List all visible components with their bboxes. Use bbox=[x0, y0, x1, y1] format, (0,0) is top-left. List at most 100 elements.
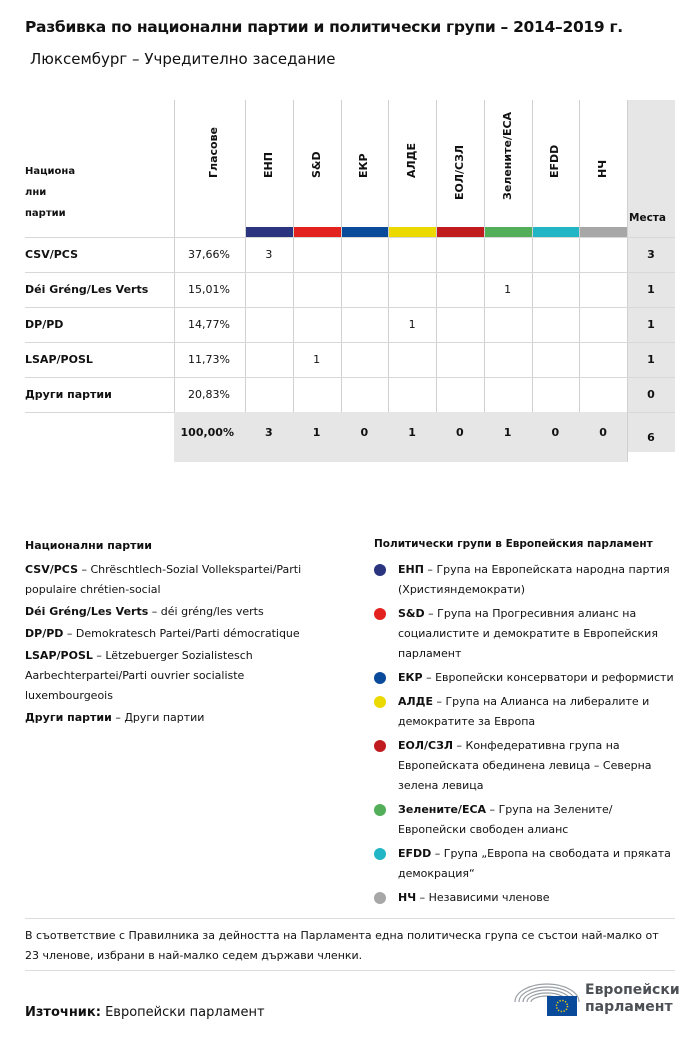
group-desc: Независими членове bbox=[428, 891, 550, 904]
group-header: ЕКР bbox=[357, 153, 371, 178]
party-desc: Chrëschtlech-Sozial Vollekspartei/Parti … bbox=[25, 563, 302, 596]
separator: – bbox=[416, 891, 429, 904]
column-divider bbox=[627, 100, 628, 462]
seat-count bbox=[341, 342, 389, 377]
source-line: Източник: Европейски парламент bbox=[25, 1005, 265, 1020]
separator: – bbox=[148, 605, 161, 618]
logo-line2: парламент bbox=[585, 999, 673, 1015]
party-legend-item: CSV/PCS – Chrëschtlech-Sozial Vollekspar… bbox=[25, 560, 325, 600]
group-abbr: Зелените/ЕСА bbox=[398, 803, 487, 816]
total-group-seats: 0 bbox=[456, 425, 464, 439]
group-abbr: ЕОЛ/СЗЛ bbox=[398, 739, 454, 752]
column-divider bbox=[174, 100, 175, 462]
group-legend-item: ЕНП – Група на Европейската народна парт… bbox=[374, 560, 674, 600]
seat-count bbox=[532, 272, 580, 307]
party-name: CSV/PCS bbox=[25, 248, 78, 261]
group-abbr: S&D bbox=[398, 607, 425, 620]
seats-total: 3 bbox=[647, 248, 655, 261]
group-legend-item: ЕКР – Европейски консерватори и реформис… bbox=[374, 668, 674, 688]
seat-count bbox=[579, 272, 627, 307]
party-abbr: DP/PD bbox=[25, 627, 64, 640]
seat-count bbox=[436, 307, 484, 342]
seat-count bbox=[293, 377, 341, 412]
seat-count: 3 bbox=[265, 248, 273, 261]
seat-count bbox=[436, 377, 484, 412]
parties-legend: CSV/PCS – Chrëschtlech-Sozial Vollekspar… bbox=[25, 560, 325, 730]
party-header: лни bbox=[25, 187, 47, 198]
separator: – bbox=[78, 563, 91, 576]
parliament-hemicycle-icon bbox=[514, 983, 580, 1016]
group-color-dot bbox=[374, 608, 386, 620]
group-color-dot bbox=[374, 892, 386, 904]
logo-line1: Европейски bbox=[585, 982, 680, 998]
seat-count bbox=[579, 237, 627, 272]
party-abbr: Déi Gréng/Les Verts bbox=[25, 605, 149, 618]
votes-value: 15,01% bbox=[188, 283, 230, 296]
group-color-bar bbox=[292, 227, 341, 237]
group-color-bar bbox=[531, 227, 580, 237]
separator: – bbox=[422, 671, 436, 684]
group-legend-item: ЕОЛ/СЗЛ – Конфедеративна група на Европе… bbox=[374, 736, 674, 796]
seat-count bbox=[341, 272, 389, 307]
seat-count bbox=[388, 377, 436, 412]
seats-total: 1 bbox=[647, 283, 655, 296]
separator: – bbox=[423, 563, 437, 576]
seat-count bbox=[341, 237, 389, 272]
seat-count bbox=[484, 377, 532, 412]
total-group-seats: 1 bbox=[312, 425, 321, 439]
page-title: Разбивка по национални партии и политиче… bbox=[25, 18, 623, 36]
seat-count bbox=[484, 237, 532, 272]
group-color-bar bbox=[245, 227, 293, 237]
party-desc: Demokratesch Partei/Parti démocratique bbox=[75, 627, 300, 640]
group-color-dot bbox=[374, 564, 386, 576]
seat-count bbox=[579, 342, 627, 377]
party-legend-item: Déi Gréng/Les Verts – déi gréng/les vert… bbox=[25, 602, 325, 622]
votes-value: 11,73% bbox=[188, 353, 230, 366]
seat-count bbox=[245, 272, 293, 307]
votes-value: 20,83% bbox=[188, 388, 230, 401]
seats-total: 1 bbox=[647, 318, 655, 331]
group-header: АЛДЕ bbox=[405, 143, 419, 178]
group-desc: Група на Алианса на либералите и демокра… bbox=[398, 695, 650, 728]
party-legend-item: Други партии – Други партии bbox=[25, 708, 325, 728]
column-divider bbox=[531, 100, 533, 462]
group-desc: Група на Европейската народна партия (Хр… bbox=[398, 563, 670, 596]
party-desc: Други партии bbox=[124, 711, 205, 724]
seat-count bbox=[293, 272, 341, 307]
column-divider bbox=[388, 100, 390, 462]
seat-count bbox=[579, 377, 627, 412]
groups-legend: ЕНП – Група на Европейската народна парт… bbox=[374, 560, 674, 912]
group-desc: Европейски консерватори и реформисти bbox=[435, 671, 674, 684]
group-legend-item: НЧ – Независими членове bbox=[374, 888, 674, 908]
party-name: Déi Gréng/Les Verts bbox=[25, 283, 149, 296]
group-color-bar bbox=[579, 227, 627, 237]
group-desc: Конфедеративна група на Европейската обе… bbox=[398, 739, 652, 792]
group-color-dot bbox=[374, 740, 386, 752]
group-color-dot bbox=[374, 848, 386, 860]
seat-count bbox=[293, 307, 341, 342]
group-abbr: АЛДЕ bbox=[398, 695, 433, 708]
seat-count bbox=[388, 237, 436, 272]
seats-header: Места bbox=[629, 212, 666, 224]
group-color-bar bbox=[436, 227, 484, 237]
row-divider bbox=[25, 272, 675, 273]
group-legend-item: S&D – Група на Прогресивния алианс на со… bbox=[374, 604, 674, 664]
total-group-seats: 0 bbox=[360, 425, 369, 439]
total-group-seats: 0 bbox=[551, 425, 560, 439]
seat-count bbox=[341, 307, 389, 342]
party-name: LSAP/POSL bbox=[25, 353, 93, 366]
separator: – bbox=[92, 649, 106, 662]
group-color-dot bbox=[374, 696, 386, 708]
group-legend-item: АЛДЕ – Група на Алианса на либералите и … bbox=[374, 692, 674, 732]
footnote: В съответствие с Правилника за дейността… bbox=[25, 929, 659, 962]
seat-count bbox=[245, 307, 293, 342]
separator: – bbox=[424, 607, 438, 620]
group-legend-item: Зелените/ЕСА – Група на Зелените/ Европе… bbox=[374, 800, 674, 840]
results-table: Национа лни партии Гласове ЕНП S&D ЕКР АЛДЕ ЕОЛ/… bbox=[25, 100, 675, 462]
group-color-dot bbox=[374, 804, 386, 816]
parties-legend-heading: Национални партии bbox=[25, 539, 152, 552]
divider bbox=[25, 970, 675, 971]
party-desc: Lëtzebuerger Sozialistesch Aarbechterpar… bbox=[25, 649, 253, 702]
group-abbr: EFDD bbox=[398, 847, 432, 860]
seat-count bbox=[341, 377, 389, 412]
